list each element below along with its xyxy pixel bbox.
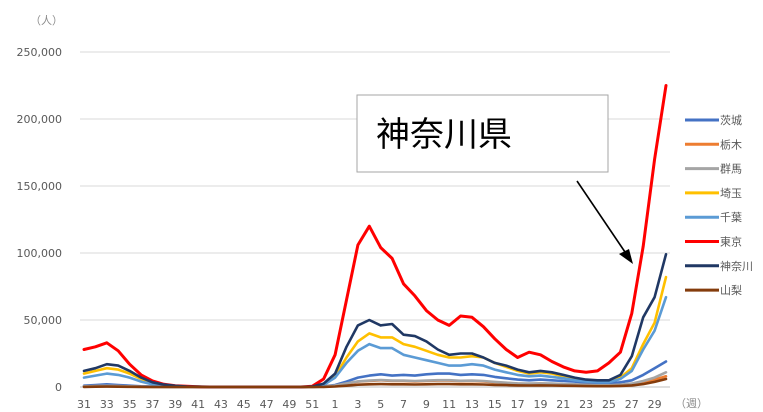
x-tick-label: 5 <box>377 398 384 411</box>
x-tick-label: 51 <box>305 398 319 411</box>
y-tick-label: 200,000 <box>17 113 63 126</box>
x-tick-label: 23 <box>579 398 593 411</box>
x-tick-label: 9 <box>423 398 430 411</box>
y-axis-ticks: 0 50,000 100,000 150,000 200,000 250,000 <box>17 46 63 394</box>
x-tick-label: 13 <box>465 398 479 411</box>
x-axis-ticks: 31 33 35 37 39 41 43 45 47 49 51 1 3 5 7 9 11 13 15 17 19 21 2… <box>77 398 662 411</box>
y-tick-label: 250,000 <box>17 46 63 59</box>
annotation-arrow-shaft <box>576 180 626 253</box>
x-tick-label: 39 <box>168 398 182 411</box>
legend-label: 栃木 <box>720 137 742 151</box>
x-tick-label: 43 <box>214 398 228 411</box>
series-line-山梨 <box>82 377 668 389</box>
annotation-box <box>356 94 609 173</box>
y-axis-unit: （人） <box>30 14 63 27</box>
y-tick-label: 0 <box>55 381 62 394</box>
annotation-callout: 神奈川県 <box>356 94 633 264</box>
legend-label: 神奈川 <box>720 259 753 273</box>
y-tick-label: 150,000 <box>17 180 63 193</box>
x-tick-label: 21 <box>556 398 570 411</box>
x-tick-label: 45 <box>237 398 251 411</box>
x-axis-unit: （週） <box>675 397 708 410</box>
series-lines <box>82 84 668 389</box>
annotation-text: 神奈川県 <box>376 115 512 155</box>
x-tick-label: 7 <box>400 398 407 411</box>
x-tick-label: 31 <box>77 398 91 411</box>
legend-label: 埼玉 <box>720 186 742 200</box>
x-tick-label: 27 <box>625 398 639 411</box>
legend-label: 東京 <box>720 235 742 249</box>
x-tick-label: 37 <box>145 398 159 411</box>
x-tick-label: 3 <box>354 398 361 411</box>
y-tick-label: 50,000 <box>24 314 63 327</box>
x-tick-label: 35 <box>123 398 137 411</box>
series-line-神奈川 <box>82 253 668 389</box>
series-line-千葉 <box>82 295 668 389</box>
x-tick-label: 17 <box>511 398 525 411</box>
x-tick-label: 19 <box>533 398 547 411</box>
x-tick-label: 47 <box>260 398 274 411</box>
legend-label: 山梨 <box>720 283 742 297</box>
x-tick-label: 41 <box>191 398 205 411</box>
legend-label: 茨城 <box>720 113 742 127</box>
x-tick-label: 29 <box>648 398 662 411</box>
legend-label: 群馬 <box>720 162 742 176</box>
legend-label: 千葉 <box>720 210 742 224</box>
annotation-arrow-head <box>619 249 633 264</box>
x-tick-label: 33 <box>100 398 114 411</box>
x-tick-label: 49 <box>282 398 296 411</box>
x-tick-label: 1 <box>332 398 339 411</box>
y-tick-label: 100,000 <box>17 247 63 260</box>
x-tick-label: 25 <box>602 398 616 411</box>
x-tick-label: 15 <box>488 398 502 411</box>
x-tick-label: 11 <box>442 398 456 411</box>
